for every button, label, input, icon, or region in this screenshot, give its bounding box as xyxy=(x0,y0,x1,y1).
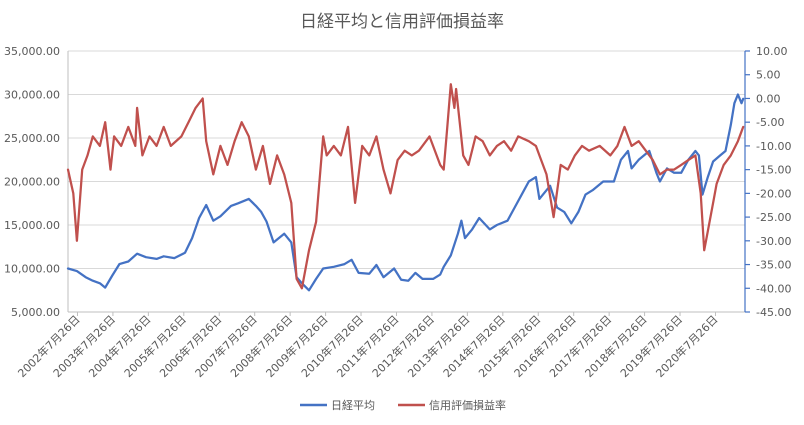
right-tick-label: 5.00 xyxy=(756,69,781,82)
left-tick-label: 5,000.00 xyxy=(11,306,60,319)
legend: 日経平均 信用評価損益率 xyxy=(300,398,506,412)
legend-label: 日経平均 xyxy=(331,399,375,412)
right-tick-label: -5.00 xyxy=(756,116,784,129)
left-tick-label: 20,000.00 xyxy=(4,176,60,189)
right-tick-label: 10.00 xyxy=(756,45,788,58)
left-tick-label: 10,000.00 xyxy=(4,263,60,276)
axes xyxy=(67,50,750,316)
right-axis-ticks: -45.00 -40.00 -35.00 -30.00 -25.00 -20.00 -15.… xyxy=(756,45,791,319)
right-tick-label: -30.00 xyxy=(756,235,791,248)
right-tick-label: -15.00 xyxy=(756,164,791,177)
left-axis-ticks: 5,000.00 10,000.00 15,000.00 20,000.00 25,00… xyxy=(4,45,60,319)
right-tick-label: -45.00 xyxy=(756,306,791,319)
right-tick-label: -35.00 xyxy=(756,259,791,272)
left-tick-label: 15,000.00 xyxy=(4,219,60,232)
right-tick-label: -20.00 xyxy=(756,187,791,200)
right-tick-label: -40.00 xyxy=(756,282,791,295)
right-tick-label: 0.00 xyxy=(756,92,781,105)
series-line-nikkei xyxy=(66,93,745,292)
right-tick-label: -10.00 xyxy=(756,140,791,153)
left-tick-label: 30,000.00 xyxy=(4,89,60,102)
series-lines xyxy=(66,83,745,292)
series-line-margin-ratio xyxy=(66,83,745,290)
right-tick-label: -25.00 xyxy=(756,211,791,224)
left-tick-label: 25,000.00 xyxy=(4,132,60,145)
legend-label: 信用評価損益率 xyxy=(429,398,506,412)
left-tick-label: 35,000.00 xyxy=(4,45,60,58)
chart-title: 日経平均と信用評価損益率 xyxy=(300,12,504,32)
